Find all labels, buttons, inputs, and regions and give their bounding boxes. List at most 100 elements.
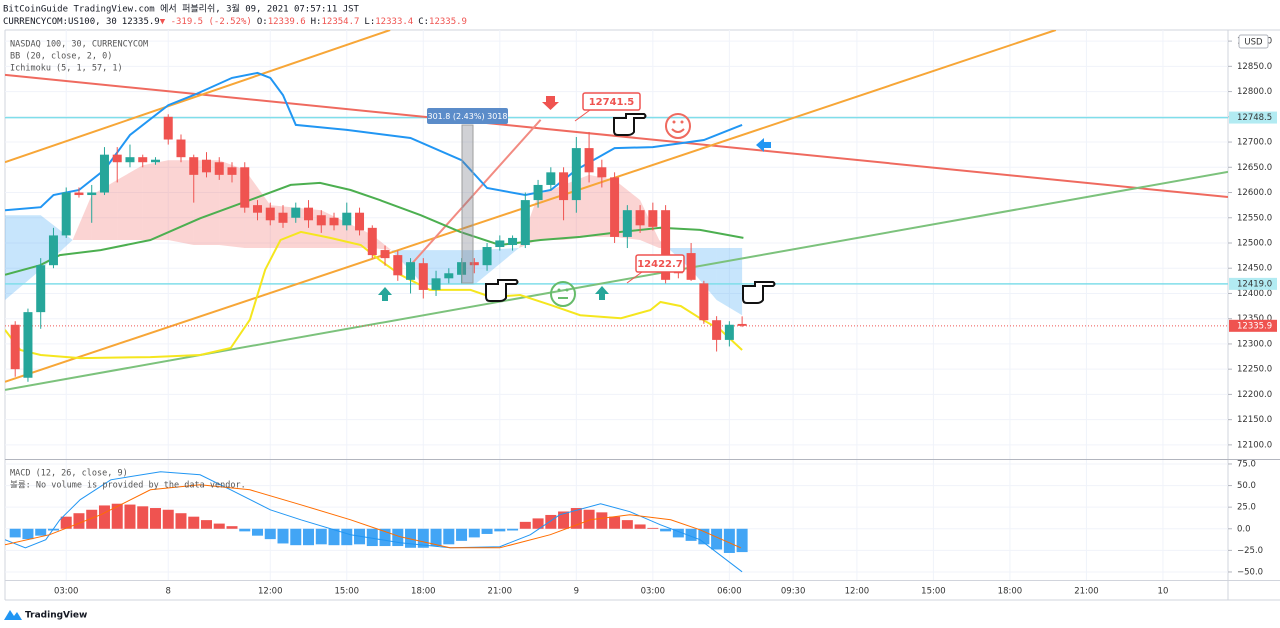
symbol-line: CURRENCYCOM:US100, 30 12335.9▼ -319.5 (-2… — [3, 17, 467, 27]
cloud-segment — [589, 174, 615, 237]
y-tick-label: 12500.0 — [1237, 238, 1272, 248]
trend-line — [5, 30, 1057, 383]
histogram-bar — [545, 514, 557, 529]
candle-body — [99, 154, 109, 193]
candle-body — [482, 247, 492, 266]
down-arrow — [542, 96, 559, 110]
x-tick-label: 09:30 — [781, 587, 806, 597]
candle-body — [23, 312, 33, 378]
pane-title: NASDAQ 100, 30, CURRENCYCOM — [10, 40, 148, 50]
y-tick-label: −25.0 — [1237, 546, 1263, 556]
candle-body — [125, 157, 135, 163]
measure-box — [427, 108, 508, 124]
trend-line — [409, 119, 542, 266]
candle-body — [176, 139, 186, 158]
candle-body — [74, 192, 84, 196]
histogram-bar — [366, 528, 378, 547]
candle-body — [520, 200, 530, 246]
candle-body — [112, 154, 122, 163]
histogram-bar — [481, 528, 493, 534]
x-tick-label: 15:00 — [921, 587, 946, 597]
ohlc-value: 12354.7 — [321, 17, 359, 27]
candle-body — [559, 172, 569, 201]
candle-body — [291, 207, 301, 218]
histogram-bar — [558, 511, 570, 529]
histogram-bar — [226, 526, 238, 529]
histogram-bar — [711, 528, 723, 550]
cloud-segment — [372, 234, 392, 251]
ohlc-label: L: — [364, 17, 375, 27]
callout-label: 12741.5 — [589, 97, 635, 108]
y-tick-label: 12400.0 — [1237, 289, 1272, 299]
candle-body — [329, 217, 339, 226]
candle-body — [189, 157, 199, 175]
candle-body — [712, 320, 722, 340]
candle-body — [150, 159, 160, 163]
indicator-legend: Ichimoku (5, 1, 57, 1) — [10, 64, 123, 74]
candle-body — [380, 250, 390, 259]
candle-body — [278, 212, 288, 223]
price-tag — [1229, 111, 1277, 124]
candle-body — [240, 167, 250, 208]
histogram-bar — [73, 513, 85, 529]
macd-legend: MACD (12, 26, close, 9) — [10, 469, 128, 479]
histogram-bar — [723, 528, 735, 553]
histogram-bar — [647, 527, 659, 529]
last-price-tag — [1229, 319, 1277, 332]
histogram-bar — [405, 528, 417, 548]
histogram-bar — [98, 505, 110, 529]
candle-body — [635, 210, 645, 226]
candle-body — [584, 148, 594, 173]
histogram-bar — [443, 528, 455, 545]
histogram-bar — [609, 516, 621, 529]
candle-body — [138, 157, 148, 163]
histogram-bar — [60, 516, 72, 529]
histogram-bar — [507, 528, 519, 531]
y-tick-label: 50.0 — [1237, 481, 1256, 491]
x-tick-label: 03:00 — [54, 587, 79, 597]
pointing-hand — [742, 281, 776, 304]
histogram-bar — [456, 528, 468, 541]
candle-body — [724, 324, 734, 340]
price-tag-label: 12748.5 — [1237, 113, 1272, 123]
ohlc-label: O: — [257, 17, 268, 27]
trend-line — [5, 30, 391, 164]
signal-line — [5, 484, 742, 549]
logo — [4, 610, 22, 620]
histogram-bar — [532, 518, 544, 529]
histogram-bar — [252, 528, 264, 536]
candle-body — [597, 167, 607, 178]
candle-body — [648, 210, 658, 227]
histogram-bar — [239, 528, 251, 532]
ohlc-label: C: — [418, 17, 429, 27]
candle-body — [316, 215, 326, 226]
histogram-bar — [519, 521, 531, 529]
x-tick-label: 03:00 — [641, 587, 666, 597]
smiley-happy — [665, 113, 691, 139]
change: ▼ -319.5 (-2.52%) — [160, 17, 252, 27]
price-tag-label: 12419.0 — [1237, 279, 1272, 289]
currency-box[interactable] — [1238, 34, 1269, 49]
candle-body — [406, 262, 416, 280]
histogram-bar — [698, 528, 710, 545]
candle-body — [546, 172, 556, 185]
x-tick-label: 21:00 — [1074, 587, 1099, 597]
candle-body — [622, 210, 632, 237]
candle-body — [61, 192, 71, 236]
histogram-bar — [303, 528, 315, 546]
histogram-bar — [124, 504, 136, 529]
histogram-bar — [341, 528, 353, 546]
measure-range — [461, 124, 474, 284]
cloud-segment — [219, 160, 245, 248]
candle-body — [686, 253, 696, 280]
cloud-segment — [716, 248, 743, 316]
histogram-bar — [35, 528, 47, 536]
callout-pointer — [574, 109, 591, 122]
candle-body — [661, 210, 671, 280]
currency[interactable]: USD — [1244, 38, 1263, 48]
y-tick-label: 12650.0 — [1237, 163, 1272, 173]
histogram-bar — [175, 513, 187, 529]
candle-body — [469, 262, 479, 266]
histogram-bar — [379, 528, 391, 547]
histogram-bar — [277, 528, 289, 544]
